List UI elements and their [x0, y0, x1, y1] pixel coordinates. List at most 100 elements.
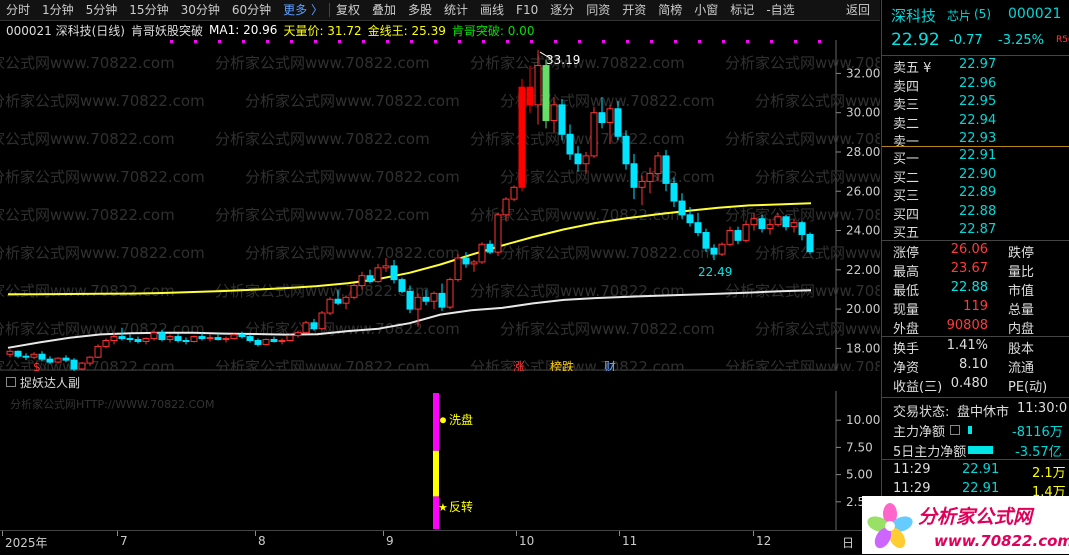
candle-body [438, 292, 446, 308]
buys-row[interactable]: 买一 22.91 [882, 148, 1069, 167]
candle [102, 338, 110, 349]
candle [62, 355, 70, 363]
candle-body [630, 163, 638, 188]
candle-body [326, 298, 334, 314]
candle [590, 106, 598, 158]
stats2-row: 换手 1.41% 股本 [882, 338, 1069, 357]
period-label[interactable]: 日 [842, 536, 855, 550]
stats2-value: 8.10 [959, 357, 988, 372]
period-tab[interactable]: 30分钟 [180, 3, 220, 17]
candle-body [318, 312, 326, 330]
period-tab[interactable]: 5分钟 [85, 3, 118, 17]
candle-body [46, 358, 54, 363]
toolbar-button[interactable]: 画线 [480, 3, 505, 17]
back-button[interactable]: 返回 [845, 3, 870, 17]
flower-icon [867, 503, 913, 549]
period-tab[interactable]: 1分钟 [42, 3, 74, 17]
stats-row: 最高 23.67 量比 [882, 261, 1069, 280]
toolbar-button[interactable]: 同资 [586, 3, 611, 17]
toolbar-button[interactable]: 叠加 [371, 3, 396, 17]
period-tab[interactable]: 15分钟 [129, 3, 169, 17]
signal-bar-segment [433, 496, 439, 529]
ma1-line [7, 289, 812, 349]
candle [286, 334, 294, 342]
high-pointer [539, 51, 551, 59]
sells-row[interactable]: 卖四 22.96 [882, 76, 1069, 95]
candle [358, 271, 366, 290]
toolbar-button[interactable]: 标记 [730, 3, 755, 17]
toolbar-button[interactable]: 复权 [335, 3, 360, 17]
more-periods-button[interactable]: 更多 〉 [283, 3, 323, 17]
toolbar-button[interactable]: 小窗 [694, 3, 719, 17]
signal-dot [698, 40, 701, 43]
sub-y-tick-label: 7.50 [846, 440, 873, 454]
period-tab[interactable]: 分时 [6, 3, 31, 17]
xipan-label: 洗盘 [449, 412, 473, 427]
sub-y-tick-label: 10.00 [846, 413, 880, 427]
sells-price: 22.94 [959, 112, 997, 128]
buys-price: 22.87 [959, 222, 997, 237]
buys-label: 买三 [893, 189, 920, 204]
logo-text: 分析家公式网 [918, 506, 1035, 528]
sells-row[interactable]: 卖三 22.95 [882, 94, 1069, 113]
toolbar-button[interactable]: -自选 [766, 3, 795, 17]
x-tick [383, 531, 384, 536]
sells-row[interactable]: 卖五 ¥ 22.97 [882, 57, 1069, 76]
watermark-text: 分析家公式网www.70822.com [215, 358, 430, 371]
toolbar-button[interactable]: F10 [516, 3, 539, 17]
buys-price: 22.89 [959, 185, 997, 200]
sub-indicator-chart[interactable]: 分析家公式网HTTP://WWW.70822.COM2.505.007.5010… [0, 391, 880, 530]
candle-body [654, 155, 662, 175]
toolbar-button[interactable]: 开资 [622, 3, 647, 17]
main-net-label: 主力净额 [893, 425, 946, 440]
main-candlestick-chart[interactable]: 分析家公式网www.70822.com 分析家公式网www.70822.com 分析… [0, 40, 880, 371]
stats-label: 外盘 [893, 322, 920, 337]
trade-state: 盘中休市 [957, 405, 1010, 420]
buys-row[interactable]: 买四 22.88 [882, 204, 1069, 223]
toolbar-button[interactable]: 逐分 [550, 3, 575, 17]
list-icon[interactable] [950, 425, 960, 435]
candle [38, 351, 46, 362]
watermark-text: 分析家公式网www.70822.com [0, 168, 205, 186]
candle-body [470, 261, 478, 265]
stats-value: 22.88 [950, 280, 988, 295]
low-annotation: ←16.62 [97, 369, 141, 371]
watermark-text: 分析家公式网www.70822.com [470, 206, 685, 224]
toolbar-button[interactable]: 简榜 [658, 3, 683, 17]
signal-dot [626, 40, 629, 43]
signal-dot [770, 40, 773, 43]
toolbar-button[interactable]: 多股 [408, 3, 433, 17]
candle [758, 214, 766, 233]
toolbar-button[interactable]: 统计 [444, 3, 469, 17]
candle [774, 212, 782, 227]
candle-body [590, 112, 598, 157]
watermark-text: 分析家公式网www.70822.com [215, 130, 430, 148]
tick-row: 11:29 22.91 2.1万 [882, 462, 1069, 481]
candle-body [342, 296, 350, 304]
buys-row[interactable]: 买三 22.89 [882, 185, 1069, 204]
main-net5-row: 5日主力净额 -3.57亿 [882, 441, 1069, 460]
y-tick-label: 30.00 [846, 106, 880, 120]
candle-body [86, 356, 94, 364]
concept-tag[interactable]: 芯片 [947, 9, 972, 23]
buys-row[interactable]: 买二 22.90 [882, 167, 1069, 186]
sells-label: 卖四 [893, 79, 920, 95]
period-tab[interactable]: 60分钟 [231, 3, 272, 17]
x-tick [2, 531, 3, 536]
candle [526, 65, 534, 113]
signal-dot [218, 40, 221, 43]
signal-dot [314, 40, 317, 43]
collapse-icon[interactable] [6, 377, 16, 387]
candle [94, 344, 102, 359]
y-tick-label: 20.00 [846, 302, 880, 316]
sub-chart-header[interactable]: 捉妖达人副 [6, 374, 80, 391]
buys-row[interactable]: 买五 22.87 [882, 222, 1069, 241]
stats-label: 最低 [893, 284, 920, 299]
stats-row: 外盘 90808 内盘 [882, 318, 1069, 337]
candle [718, 242, 726, 257]
sells-row[interactable]: 卖二 22.94 [882, 113, 1069, 132]
candle-body [126, 338, 134, 341]
indicator-name[interactable]: 肯哥妖股突破 [131, 23, 204, 38]
candle-body [678, 200, 686, 216]
candle [710, 244, 718, 261]
